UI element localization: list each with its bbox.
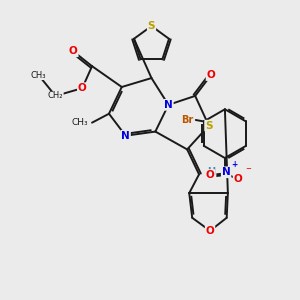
Text: CH₂: CH₂ — [48, 92, 63, 100]
Text: CH₃: CH₃ — [72, 118, 88, 127]
Text: N: N — [121, 131, 130, 141]
Text: +: + — [231, 160, 238, 169]
Text: H: H — [208, 167, 216, 177]
Text: N: N — [164, 100, 173, 110]
Text: ⁻: ⁻ — [246, 167, 252, 176]
Text: S: S — [148, 21, 155, 31]
Text: Br: Br — [181, 115, 194, 125]
Text: O: O — [78, 83, 87, 93]
Text: CH₃: CH₃ — [31, 70, 46, 80]
Text: O: O — [69, 46, 78, 56]
Text: O: O — [207, 70, 215, 80]
Text: O: O — [206, 226, 214, 236]
Text: N: N — [222, 167, 230, 177]
Text: O: O — [234, 173, 242, 184]
Text: O: O — [206, 170, 214, 180]
Text: S: S — [205, 121, 213, 130]
